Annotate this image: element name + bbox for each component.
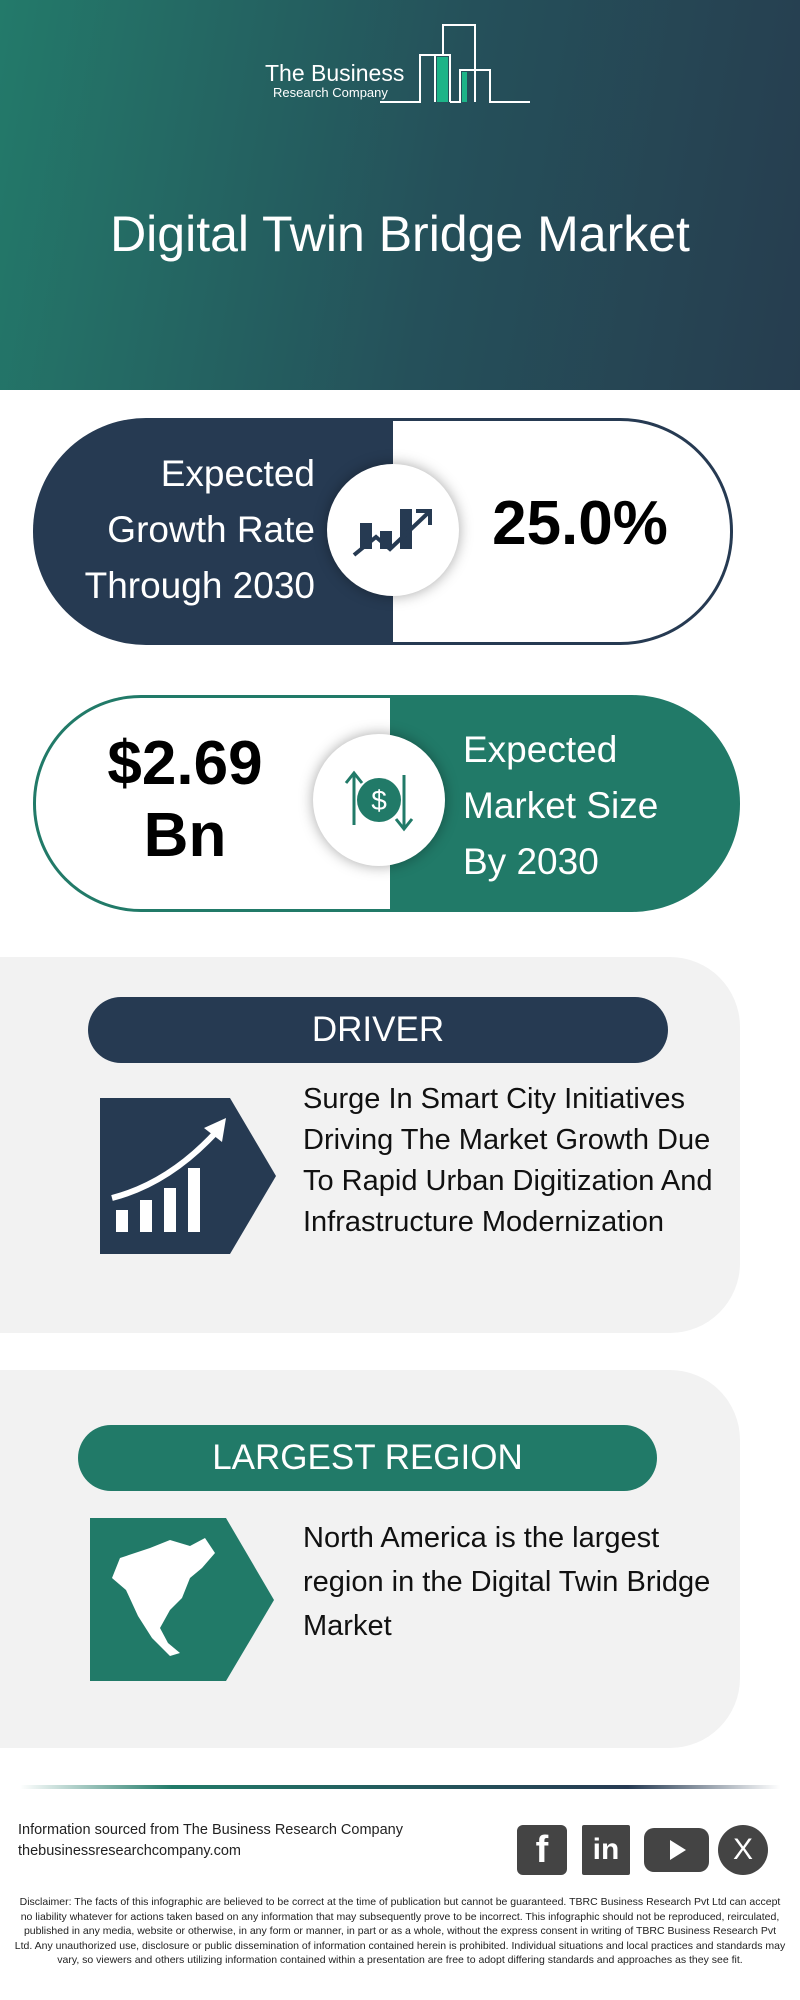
- rising-bar-chart-icon: [100, 1098, 276, 1254]
- market-size-label: Expected Market Size By 2030: [463, 722, 658, 890]
- svg-text:$: $: [371, 785, 387, 816]
- region-text: North America is the largest region in t…: [303, 1522, 711, 1642]
- region-heading: LARGEST REGION: [78, 1425, 657, 1491]
- driver-text: Surge In Smart City Initiatives Driving …: [303, 1083, 713, 1238]
- growth-chart-icon: [327, 464, 459, 596]
- dollar-exchange-icon: $: [313, 734, 445, 866]
- growth-label-line: Expected: [160, 453, 315, 494]
- market-size-value-panel: [33, 695, 393, 912]
- facebook-icon[interactable]: f: [517, 1825, 567, 1875]
- driver-heading: DRIVER: [88, 997, 668, 1063]
- logo-line2: Research Company: [273, 85, 388, 100]
- company-logo: The Business Research Company: [265, 22, 540, 107]
- north-america-map-icon: [90, 1518, 274, 1681]
- market-size-label-line: Expected: [463, 729, 618, 770]
- youtube-icon[interactable]: [644, 1828, 709, 1872]
- website-link[interactable]: thebusinessresearchcompany.com: [18, 1843, 241, 1859]
- market-size-label-line: By 2030: [463, 841, 599, 882]
- divider-line: [20, 1785, 780, 1789]
- logo-line1: The Business: [265, 60, 405, 86]
- market-size-label-line: Market Size: [463, 785, 659, 826]
- source-info: Information sourced from The Business Re…: [18, 1820, 403, 1862]
- disclaimer: Disclaimer: The facts of this infographi…: [14, 1896, 786, 1966]
- x-icon[interactable]: X: [718, 1825, 768, 1875]
- market-size-value-line: Bn: [143, 801, 227, 870]
- header-banner: The Business Research Company Digital Tw…: [0, 0, 800, 390]
- growth-label-line: Through 2030: [84, 565, 315, 606]
- market-size-value-line: $2.69: [107, 729, 263, 798]
- linkedin-icon[interactable]: in: [582, 1825, 630, 1875]
- page-title: Digital Twin Bridge Market: [110, 206, 690, 262]
- market-size-value: $2.69 Bn: [100, 728, 270, 872]
- source-text: Information sourced from The Business Re…: [18, 1822, 403, 1838]
- market-size-label-panel: [390, 695, 740, 912]
- growth-label: Expected Growth Rate Through 2030: [50, 446, 315, 614]
- growth-label-line: Growth Rate: [107, 509, 315, 550]
- growth-rate-value: 25.0%: [492, 489, 668, 558]
- growth-value-panel: [383, 418, 733, 645]
- logo-buildings-icon: [380, 24, 530, 103]
